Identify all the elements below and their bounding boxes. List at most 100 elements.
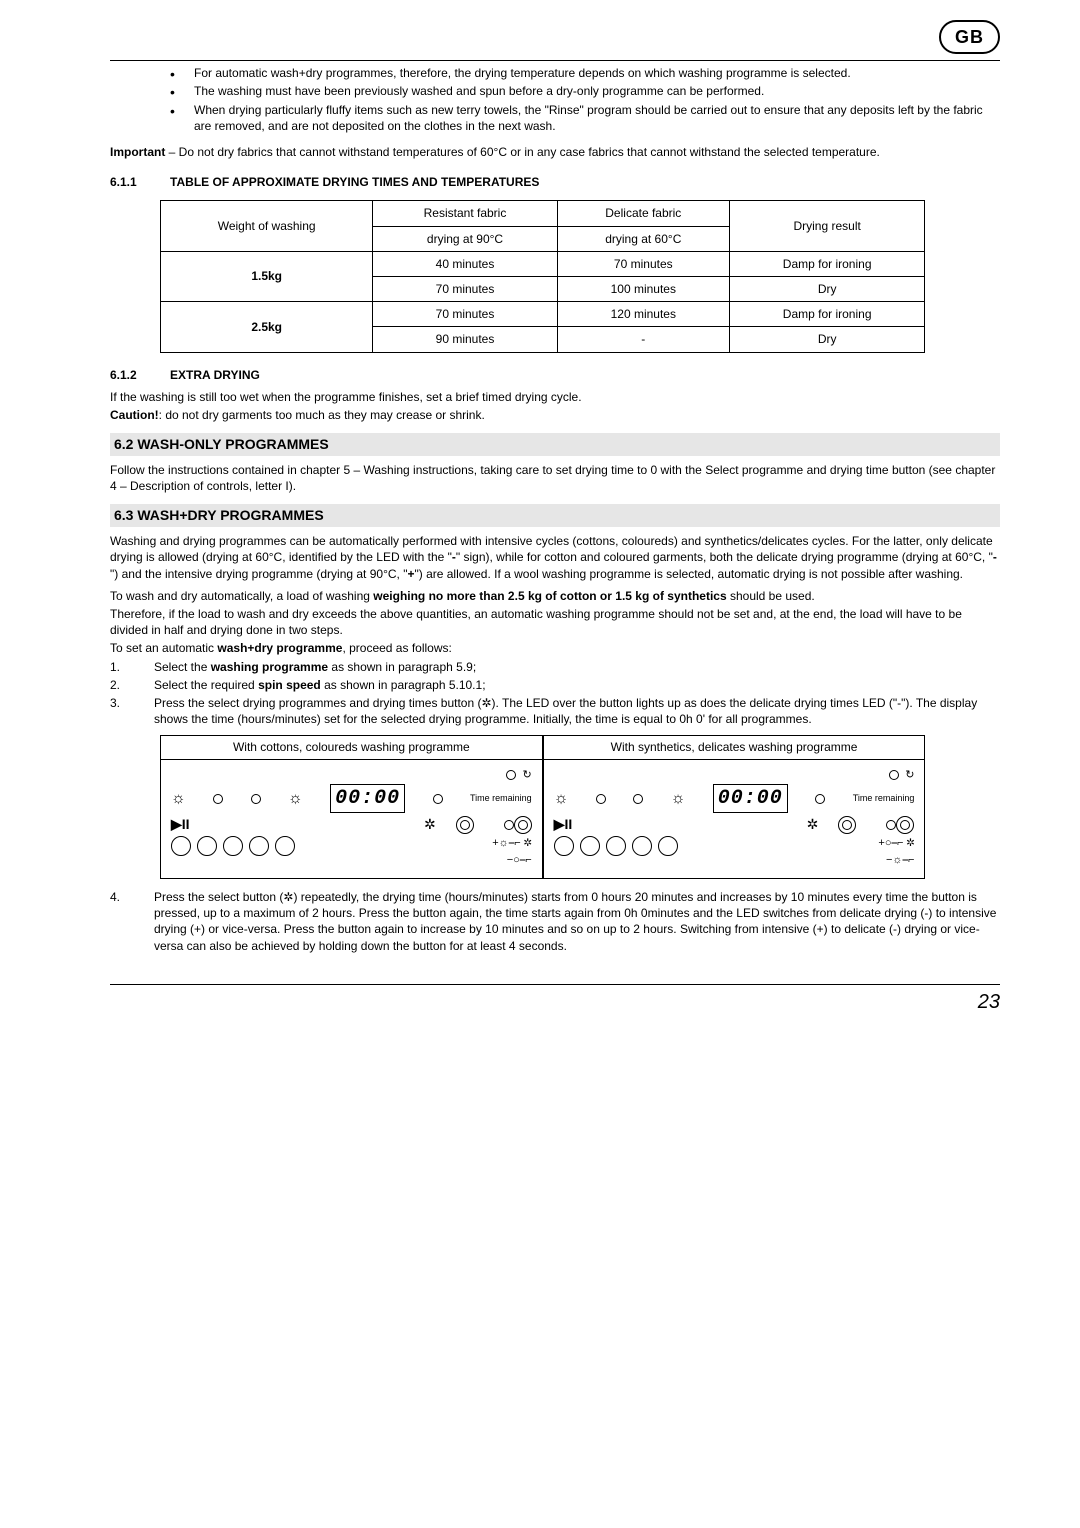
- led-icon: [886, 820, 896, 830]
- spin-icon: [896, 816, 914, 834]
- minus-sun-icon: −○⎯⌐: [507, 853, 532, 868]
- footer-rule: [110, 984, 1000, 985]
- panel-r-body: ↻ ☼ ☼ 00:00 Time remaining ▶II ✲: [544, 760, 925, 878]
- td-res0: Damp for ironing: [729, 251, 924, 276]
- important-note: Important – Do not dry fabrics that cann…: [110, 144, 1000, 160]
- plus-sun-icon: +☼⎯⌐ ✲: [492, 836, 531, 851]
- spin-icon: [456, 816, 474, 834]
- button-icon: [171, 836, 191, 856]
- steps-list: 1.Select the washing programme as shown …: [110, 659, 1000, 728]
- sec-611-title: TABLE OF APPROXIMATE DRYING TIMES AND TE…: [170, 175, 539, 189]
- row-r-top: ↻: [554, 768, 915, 783]
- controls-column: +○⎯⌐ ✲ −☼⎯⌐: [878, 836, 914, 868]
- caution-text: : do not dry garments too much as they m…: [159, 408, 485, 422]
- badge-text: GB: [939, 20, 1000, 54]
- minus-sun-icon: −☼⎯⌐: [886, 853, 914, 868]
- td-res2: Damp for ironing: [729, 302, 924, 327]
- country-badge: GB: [110, 20, 1000, 54]
- sec-63-p3: Therefore, if the load to wash and dry e…: [110, 606, 1000, 638]
- led-icon: [889, 770, 899, 780]
- panel-l-title: With cottons, coloureds washing programm…: [161, 736, 542, 759]
- button-icon: [249, 836, 269, 856]
- sun-icon: ☼: [171, 788, 186, 810]
- th-result: Drying result: [729, 201, 924, 251]
- sec-612-caution: Caution!: do not dry garments too much a…: [110, 407, 1000, 423]
- page-number: 23: [110, 989, 1000, 1016]
- led-icon: [596, 794, 606, 804]
- snowflake-icon: ✲: [807, 815, 819, 834]
- td-r1: 70 minutes: [373, 276, 557, 301]
- play-pause-icon: ▶II: [171, 815, 190, 834]
- sec-611-num: 6.1.1: [110, 175, 137, 189]
- bullet-1: The washing must have been previously wa…: [170, 83, 1000, 99]
- sec-62-text: Follow the instructions contained in cha…: [110, 462, 1000, 494]
- drying-table: Weight of washing Resistant fabric Delic…: [160, 200, 925, 352]
- button-icon: [223, 836, 243, 856]
- panel-l-body: ↻ ☼ ☼ 00:00 Time remaining ▶II ✲: [161, 760, 542, 878]
- step-3: 3.Press the select drying programmes and…: [110, 695, 1000, 727]
- td-res1: Dry: [729, 276, 924, 301]
- th-weight: Weight of washing: [161, 201, 373, 251]
- time-remaining-label: Time remaining: [470, 794, 532, 804]
- sec-612-title: EXTRA DRYING: [170, 368, 260, 382]
- spin-icon: [514, 816, 532, 834]
- panel-cottons: With cottons, coloureds washing programm…: [160, 735, 543, 879]
- td-d0: 70 minutes: [557, 251, 729, 276]
- button-icon: [580, 836, 600, 856]
- panel-r-title: With synthetics, delicates washing progr…: [544, 736, 925, 759]
- time-remaining-label: Time remaining: [853, 794, 915, 804]
- td-w0: 1.5kg: [161, 251, 373, 301]
- clock-icon: ↻: [522, 768, 531, 783]
- button-icon: [554, 836, 574, 856]
- td-r0: 40 minutes: [373, 251, 557, 276]
- row-l-buttons: +☼⎯⌐ ✲ −○⎯⌐: [171, 836, 532, 868]
- display-panels: With cottons, coloureds washing programm…: [160, 735, 925, 879]
- led-icon: [504, 820, 514, 830]
- caution-label: Caution!: [110, 408, 159, 422]
- sun-icon: ☼: [671, 788, 686, 810]
- lcd-display: 00:00: [713, 784, 788, 813]
- sec-612: 6.1.2 EXTRA DRYING: [110, 367, 1000, 383]
- row-r-icons: ▶II ✲: [554, 815, 915, 834]
- sec-63-title: 6.3 WASH+DRY PROGRAMMES: [110, 504, 1000, 527]
- row-l-top: ↻: [171, 768, 532, 783]
- button-row: [171, 836, 295, 856]
- button-icon: [632, 836, 652, 856]
- sec-62-title: 6.2 WASH-ONLY PROGRAMMES: [110, 433, 1000, 456]
- button-icon: [197, 836, 217, 856]
- td-d3: -: [557, 327, 729, 352]
- lcd-display: 00:00: [330, 784, 405, 813]
- bullet-2: When drying particularly fluffy items su…: [170, 102, 1000, 134]
- button-row: [554, 836, 678, 856]
- top-rule: [110, 60, 1000, 61]
- led-icon: [433, 794, 443, 804]
- bullet-0: For automatic wash+dry programmes, there…: [170, 65, 1000, 81]
- plus-sun-icon: +○⎯⌐ ✲: [878, 836, 914, 851]
- td-r2: 70 minutes: [373, 302, 557, 327]
- important-label: Important: [110, 145, 165, 159]
- sec-63-p2: To wash and dry automatically, a load of…: [110, 588, 1000, 604]
- th-resist2: drying at 90°C: [373, 226, 557, 251]
- controls-column: +☼⎯⌐ ✲ −○⎯⌐: [492, 836, 531, 868]
- row-r-lcd: ☼ ☼ 00:00 Time remaining: [554, 784, 915, 813]
- button-icon: [606, 836, 626, 856]
- panel-synthetics: With synthetics, delicates washing progr…: [543, 735, 926, 879]
- led-icon: [213, 794, 223, 804]
- led-icon: [506, 770, 516, 780]
- row-r-buttons: +○⎯⌐ ✲ −☼⎯⌐: [554, 836, 915, 868]
- sec-612-num: 6.1.2: [110, 368, 137, 382]
- led-icon: [251, 794, 261, 804]
- row-l-lcd: ☼ ☼ 00:00 Time remaining: [171, 784, 532, 813]
- td-d1: 100 minutes: [557, 276, 729, 301]
- page-footer: 23: [110, 984, 1000, 1016]
- td-d2: 120 minutes: [557, 302, 729, 327]
- important-text: – Do not dry fabrics that cannot withsta…: [165, 145, 880, 159]
- sun-icon: ☼: [288, 788, 303, 810]
- sec-611: 6.1.1 TABLE OF APPROXIMATE DRYING TIMES …: [110, 174, 1000, 190]
- td-w2: 2.5kg: [161, 302, 373, 352]
- th-delicate2: drying at 60°C: [557, 226, 729, 251]
- th-resist1: Resistant fabric: [373, 201, 557, 226]
- row-l-icons: ▶II ✲: [171, 815, 532, 834]
- play-pause-icon: ▶II: [554, 815, 573, 834]
- sun-icon: ☼: [554, 788, 569, 810]
